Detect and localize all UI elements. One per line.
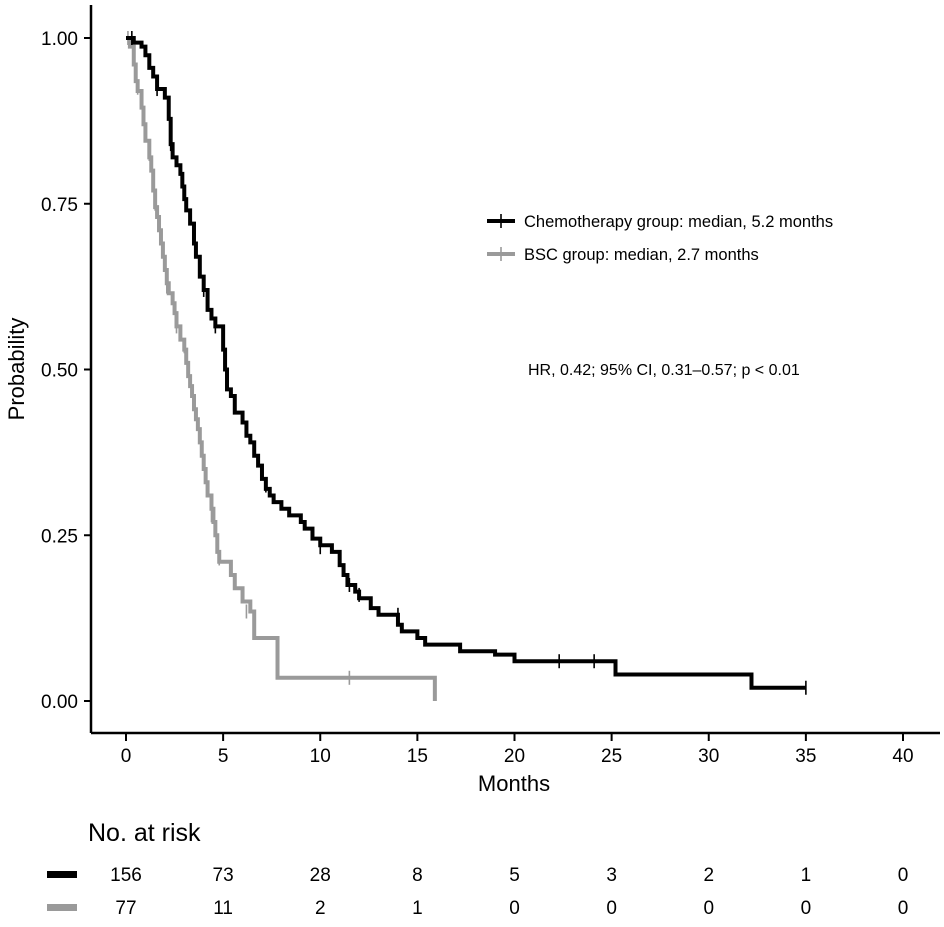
risk-count: 0 [606, 898, 617, 919]
risk-count: 0 [509, 898, 520, 919]
x-tick-label: 35 [795, 746, 816, 767]
legend-label: Chemotherapy group: median, 5.2 months [524, 213, 833, 231]
risk-count: 28 [310, 865, 331, 886]
risk-count: 2 [315, 898, 326, 919]
x-ticks: 0 5 10 15 20 25 30 35 40 [121, 733, 914, 767]
hazard-ratio-annotation: HR, 0.42; 95% CI, 0.31–0.57; p < 0.01 [528, 362, 800, 379]
risk-count: 11 [213, 898, 233, 919]
x-tick-label: 30 [698, 746, 719, 767]
risk-count: 5 [509, 865, 520, 886]
risk-count: 1 [412, 898, 423, 919]
risk-count: 8 [412, 865, 423, 886]
x-axis-label: Months [478, 771, 550, 796]
y-tick-label: 0.00 [41, 692, 78, 713]
y-tick-label: 0.75 [41, 195, 78, 216]
x-tick-label: 40 [892, 746, 913, 767]
risk-row-swatch [47, 871, 77, 878]
risk-count: 3 [606, 865, 617, 886]
survival-curves [126, 31, 807, 701]
plot-area: 0.00 0.25 0.50 0.75 1.00 0 5 10 15 20 25 30 35 40 [41, 5, 940, 767]
risk-count: 0 [898, 898, 909, 919]
risk-count: 73 [213, 865, 234, 886]
y-ticks: 0.00 0.25 0.50 0.75 1.00 [41, 29, 91, 713]
y-tick-label: 0.25 [41, 526, 78, 547]
risk-row-swatch [47, 904, 77, 911]
risk-count: 1 [801, 865, 812, 886]
risk-count: 0 [703, 898, 714, 919]
chemotherapy-curve [126, 36, 806, 690]
y-tick-label: 0.50 [41, 361, 78, 382]
risk-count: 77 [115, 898, 136, 919]
risk-table: 156 73 28 8 5 3 2 1 0 77 11 2 1 0 0 0 0 0 [47, 865, 908, 919]
x-tick-label: 5 [218, 746, 229, 767]
y-axis-label: Probability [4, 318, 29, 421]
risk-count: 0 [898, 865, 909, 886]
risk-count: 156 [110, 865, 142, 886]
risk-count: 0 [801, 898, 812, 919]
legend-label: BSC group: median, 2.7 months [524, 246, 759, 264]
risk-count: 2 [703, 865, 714, 886]
x-tick-label: 25 [601, 746, 622, 767]
legend: Chemotherapy group: median, 5.2 months BS… [487, 213, 833, 264]
y-tick-label: 1.00 [41, 29, 78, 50]
x-tick-label: 0 [121, 746, 132, 767]
x-tick-label: 15 [407, 746, 428, 767]
risk-table-title: No. at risk [88, 819, 201, 847]
x-tick-label: 10 [310, 746, 331, 767]
x-tick-label: 20 [504, 746, 525, 767]
